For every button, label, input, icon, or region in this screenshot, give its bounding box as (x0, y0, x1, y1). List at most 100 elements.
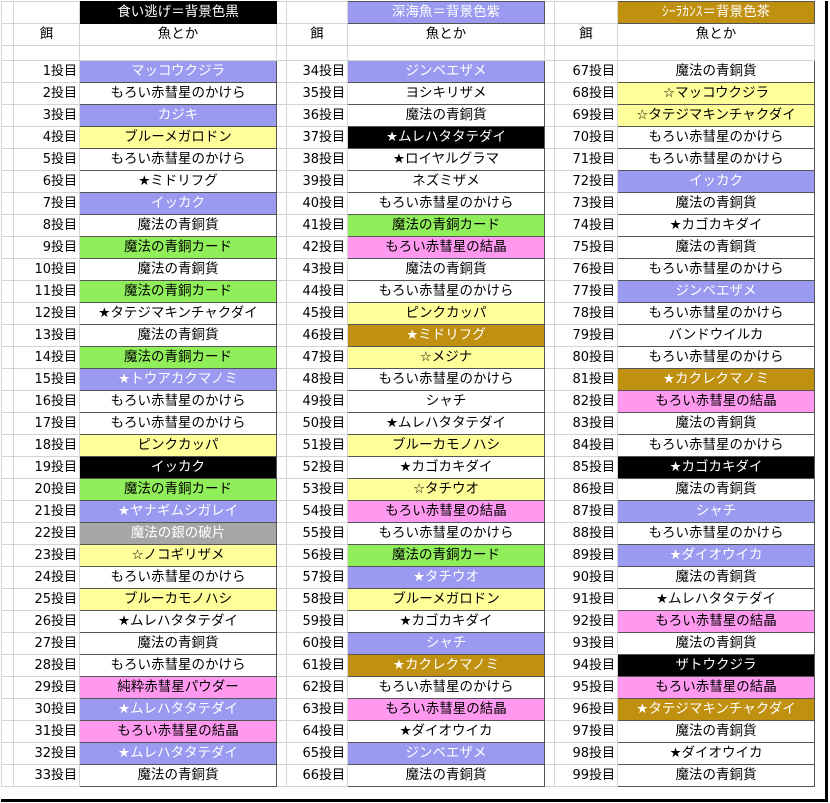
catch-cell: 魔法の青銅カード (79, 478, 277, 501)
bait-number: 1投目 (13, 60, 80, 83)
bait-number: 20投目 (13, 478, 80, 501)
bait-number: 2投目 (13, 82, 80, 105)
catch-cell: ☆メジナ (347, 346, 545, 369)
table-row: 20投目 魔法の青銅カード 53投目 ☆タチウオ 86投目 魔法の青銅貨 (1, 478, 815, 501)
bait-number: 96投目 (554, 698, 618, 721)
table-row: 24投目 もろい赤彗星のかけら 57投目 ★タチウオ 90投目 魔法の青銅貨 (1, 566, 815, 589)
table-row: 22投目 魔法の銀の破片 55投目 もろい赤彗星のかけら 88投目 もろい赤彗星のかけら (1, 522, 815, 545)
header-row: 餌 魚とか 餌 魚とか 餌 魚とか (1, 23, 815, 46)
catch-cell: ★タテジマキンチャクダイ (79, 302, 277, 325)
catch-cell: ★ムレハタタテダイ (79, 742, 277, 765)
bait-number: 50投目 (286, 412, 348, 435)
catch-cell: 魔法の青銅貨 (617, 192, 815, 215)
catch-cell: ジンベエザメ (347, 742, 545, 765)
catch-cell: シャチ (347, 632, 545, 655)
table-row: 19投目 イッカク 52投目 ★カゴカキダイ 85投目 ★カゴカキダイ (1, 456, 815, 479)
bait-number: 98投目 (554, 742, 618, 765)
bait-number: 74投目 (554, 214, 618, 237)
catch-cell: ピンクカッパ (79, 434, 277, 457)
catch-cell: ★ヤナギムシガレイ (79, 500, 277, 523)
table-row: 12投目 ★タテジマキンチャクダイ 45投目 ピンクカッパ 78投目 もろい赤彗星のかけら (1, 302, 815, 325)
bait-number: 45投目 (286, 302, 348, 325)
table-row: 17投目 もろい赤彗星のかけら 50投目 ★ムレハタタテダイ 83投目 魔法の青銅貨 (1, 412, 815, 435)
bait-number: 24投目 (13, 566, 80, 589)
header-fish: 魚とか (347, 23, 545, 46)
bait-number: 78投目 (554, 302, 618, 325)
bait-number: 12投目 (13, 302, 80, 325)
catch-cell: もろい赤彗星のかけら (79, 566, 277, 589)
bait-number: 40投目 (286, 192, 348, 215)
table-row: 9投目 魔法の青銅カード 42投目 もろい赤彗星の結晶 75投目 魔法の青銅貨 (1, 236, 815, 259)
bait-number: 10投目 (13, 258, 80, 281)
table-row: 16投目 もろい赤彗星のかけら 49投目 シャチ 82投目 もろい赤彗星の結晶 (1, 390, 815, 413)
bait-number: 95投目 (554, 676, 618, 699)
bait-number: 22投目 (13, 522, 80, 545)
catch-cell: もろい赤彗星のかけら (617, 148, 815, 171)
catch-cell: 魔法の銀の破片 (79, 522, 277, 545)
catch-cell: ☆タテジマキンチャクダイ (617, 104, 815, 127)
bait-number: 88投目 (554, 522, 618, 545)
bait-number: 9投目 (13, 236, 80, 259)
bait-number: 7投目 (13, 192, 80, 215)
catch-cell: ★ミドリフグ (347, 324, 545, 347)
bait-number: 37投目 (286, 126, 348, 149)
table-row: 7投目 イッカク 40投目 もろい赤彗星のかけら 73投目 魔法の青銅貨 (1, 192, 815, 215)
table-row: 6投目 ★ミドリフグ 39投目 ネズミザメ 72投目 イッカク (1, 170, 815, 193)
bait-number: 38投目 (286, 148, 348, 171)
legend-deep-sea: 深海魚＝背景色紫 (347, 1, 545, 24)
table-row: 33投目 魔法の青銅貨 66投目 魔法の青銅貨 99投目 魔法の青銅貨 (1, 764, 815, 787)
bait-number: 92投目 (554, 610, 618, 633)
bait-number: 48投目 (286, 368, 348, 391)
bait-number: 65投目 (286, 742, 348, 765)
catch-cell: もろい赤彗星のかけら (617, 126, 815, 149)
catch-cell: シャチ (347, 390, 545, 413)
catch-cell: もろい赤彗星のかけら (79, 390, 277, 413)
catch-cell: マッコウクジラ (79, 60, 277, 83)
bait-number: 93投目 (554, 632, 618, 655)
bait-number: 41投目 (286, 214, 348, 237)
bait-number: 35投目 (286, 82, 348, 105)
bait-number: 34投目 (286, 60, 348, 83)
bait-number: 86投目 (554, 478, 618, 501)
catch-cell: もろい赤彗星の結晶 (347, 500, 545, 523)
catch-cell: もろい赤彗星のかけら (347, 280, 545, 303)
table-row: 10投目 魔法の青銅貨 43投目 魔法の青銅貨 76投目 もろい赤彗星のかけら (1, 258, 815, 281)
catch-cell: もろい赤彗星のかけら (79, 82, 277, 105)
catch-cell: イッカク (617, 170, 815, 193)
catch-cell: 魔法の青銅貨 (617, 566, 815, 589)
catch-cell: ★カゴカキダイ (617, 456, 815, 479)
catch-cell: ★タテジマキンチャクダイ (617, 698, 815, 721)
bait-number: 26投目 (13, 610, 80, 633)
catch-cell: 魔法の青銅貨 (617, 764, 815, 787)
bait-number: 91投目 (554, 588, 618, 611)
bait-number: 33投目 (13, 764, 80, 787)
bait-number: 80投目 (554, 346, 618, 369)
bait-number: 76投目 (554, 258, 618, 281)
header-bait: 餌 (286, 23, 348, 46)
table-row: 4投目 ブルーメガロドン 37投目 ★ムレハタタテダイ 70投目 もろい赤彗星のかけら (1, 126, 815, 149)
catch-cell: 魔法の青銅カード (79, 280, 277, 303)
catch-cell: もろい赤彗星のかけら (79, 412, 277, 435)
catch-cell: ★トウアカクマノミ (79, 368, 277, 391)
catch-cell: もろい赤彗星の結晶 (79, 720, 277, 743)
catch-cell: ★カクレクマノミ (347, 654, 545, 677)
bait-number: 14投目 (13, 346, 80, 369)
catch-cell: 魔法の青銅貨 (617, 632, 815, 655)
bait-number: 36投目 (286, 104, 348, 127)
bait-number: 30投目 (13, 698, 80, 721)
catch-cell: 魔法の青銅貨 (79, 258, 277, 281)
bait-number: 60投目 (286, 632, 348, 655)
bait-number: 79投目 (554, 324, 618, 347)
catch-cell: ★タチウオ (347, 566, 545, 589)
bait-number: 54投目 (286, 500, 348, 523)
table-row: 3投目 カジキ 36投目 魔法の青銅貨 69投目 ☆タテジマキンチャクダイ (1, 104, 815, 127)
bait-number: 4投目 (13, 126, 80, 149)
catch-cell: もろい赤彗星のかけら (347, 522, 545, 545)
catch-cell: もろい赤彗星のかけら (617, 346, 815, 369)
table-row: 11投目 魔法の青銅カード 44投目 もろい赤彗星のかけら 77投目 ジンベエザメ (1, 280, 815, 303)
catch-cell: ★ミドリフグ (79, 170, 277, 193)
table-row: 14投目 魔法の青銅カード 47投目 ☆メジナ 80投目 もろい赤彗星のかけら (1, 346, 815, 369)
bait-number: 61投目 (286, 654, 348, 677)
catch-cell: 魔法の青銅貨 (79, 324, 277, 347)
bait-number: 99投目 (554, 764, 618, 787)
